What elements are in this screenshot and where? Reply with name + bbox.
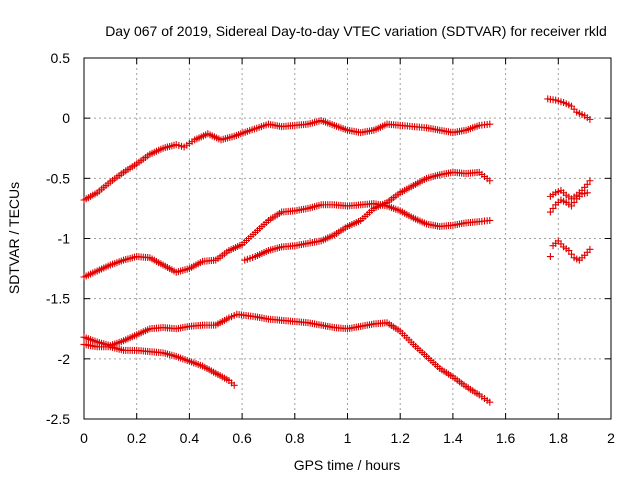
series-sat-a xyxy=(80,117,494,204)
data-points xyxy=(546,189,591,216)
y-tick-label: -0.5 xyxy=(46,170,70,186)
y-tick-label: -1 xyxy=(58,231,71,247)
series-sat-h xyxy=(546,189,591,216)
x-tick-label: 0.4 xyxy=(180,430,200,446)
series-sat-f xyxy=(544,95,594,123)
series-sat-e xyxy=(80,340,238,389)
x-tick-labels: 0 0.2 0.4 0.6 0.8 1 1.2 1.4 1.6 1.8 2 xyxy=(80,430,615,446)
y-tick-label: 0.5 xyxy=(51,50,71,66)
series-sat-g xyxy=(546,177,594,203)
series-sat-i xyxy=(546,237,594,264)
data-points xyxy=(80,310,494,406)
x-tick-label: 1.6 xyxy=(496,430,516,446)
data-points xyxy=(544,95,594,123)
y-tick-label: -2 xyxy=(58,351,71,367)
data-points xyxy=(546,177,594,203)
data-series xyxy=(80,95,594,406)
grid xyxy=(84,58,611,419)
data-points xyxy=(80,117,494,204)
x-tick-label: 2 xyxy=(607,430,615,446)
data-points xyxy=(80,340,238,389)
series-sat-c xyxy=(241,168,494,264)
x-tick-label: 0.8 xyxy=(285,430,305,446)
x-tick-label: 1.8 xyxy=(549,430,569,446)
series-sat-d xyxy=(80,310,494,406)
y-axis-label: SDTVAR / TECUs xyxy=(6,182,22,294)
x-tick-label: 1.2 xyxy=(390,430,410,446)
series-sat-b xyxy=(80,200,494,281)
data-points xyxy=(241,168,494,264)
y-tick-label: -1.5 xyxy=(46,291,70,307)
data-points xyxy=(80,200,494,281)
x-tick-label: 0 xyxy=(80,430,88,446)
y-tick-label: 0 xyxy=(62,110,70,126)
y-tick-label: -2.5 xyxy=(46,411,70,427)
x-axis-label: GPS time / hours xyxy=(294,457,401,473)
chart-title: Day 067 of 2019, Sidereal Day-to-day VTE… xyxy=(105,23,607,39)
y-tick-labels: 0.5 0 -0.5 -1 -1.5 -2 -2.5 xyxy=(46,50,70,427)
data-points xyxy=(546,237,594,264)
x-tick-label: 1 xyxy=(344,430,352,446)
x-tick-label: 0.6 xyxy=(232,430,252,446)
x-tick-label: 0.2 xyxy=(127,430,147,446)
x-tick-label: 1.4 xyxy=(443,430,463,446)
axis-ticks xyxy=(83,57,612,420)
